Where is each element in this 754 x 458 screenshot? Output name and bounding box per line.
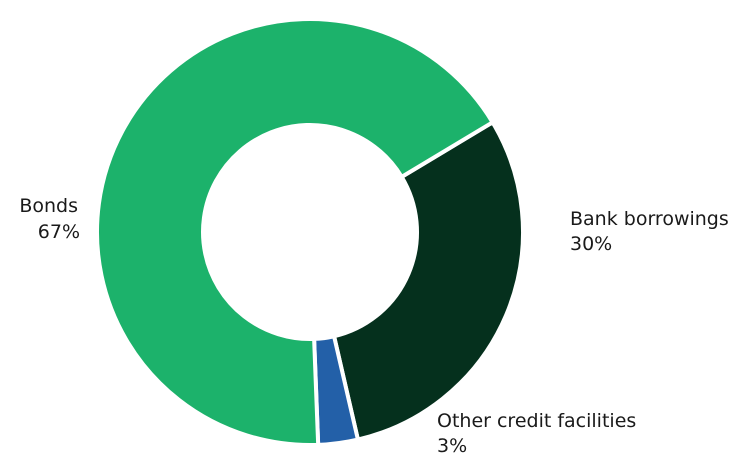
slice-label-bonds-name: Bonds: [19, 195, 78, 217]
slice-label-bank-borrowings-name: Bank borrowings: [570, 208, 729, 230]
slice-label-other-credit-facilities-value: 3%: [437, 435, 467, 457]
slice-label-bonds-value: 67%: [38, 221, 80, 243]
donut-slices: [95, 17, 525, 447]
slice-bank-borrowings: [331, 119, 525, 442]
slice-bonds: [95, 17, 496, 447]
slice-label-bank-borrowings-value: 30%: [570, 233, 612, 255]
slice-label-other-credit-facilities-name: Other credit facilities: [437, 410, 636, 432]
